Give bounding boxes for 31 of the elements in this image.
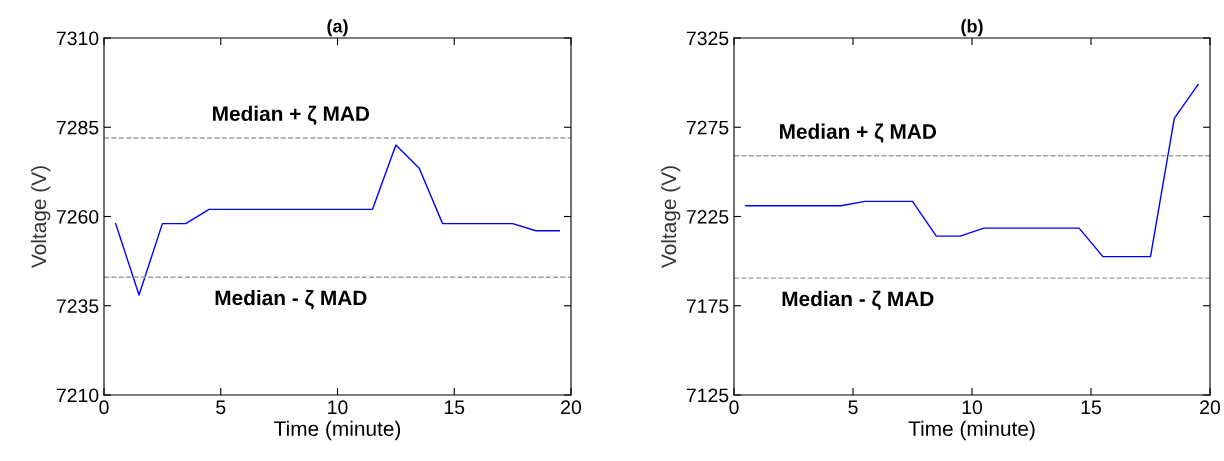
- x-tick-label: 10: [328, 400, 348, 415]
- y-tick-label: 7260: [56, 209, 99, 224]
- x-tick-label: 5: [216, 400, 226, 415]
- line-series: [745, 83, 1199, 258]
- x-tick-label: 0: [729, 400, 739, 415]
- y-tick-label: 7125: [686, 388, 729, 403]
- y-tick-label: 7310: [56, 31, 99, 46]
- ref-line-label: Median + ζ MAD: [213, 105, 370, 125]
- y-tick-label: 7235: [56, 299, 99, 313]
- ref-line-label: Median + ζ MAD: [779, 123, 937, 143]
- y-tick-label: 7275: [686, 120, 729, 135]
- x-axis-title: Time (minute): [274, 420, 401, 441]
- x-axis-title: Time (minute): [908, 420, 1035, 441]
- x-tick-label: 10: [962, 400, 983, 415]
- x-tick-label: 20: [561, 400, 582, 415]
- ref-line-label: Median - ζ MAD: [215, 289, 367, 310]
- x-tick-label: 15: [1081, 400, 1101, 415]
- y-tick-label: 7175: [686, 299, 729, 313]
- chart-title: (b): [961, 19, 983, 37]
- y-tick-label: 7325: [686, 31, 729, 46]
- y-axis-title: Voltage (V): [660, 166, 681, 268]
- y-tick-label: 7210: [56, 388, 99, 403]
- ref-line-label: Median - ζ MAD: [782, 290, 934, 311]
- x-tick-label: 0: [99, 400, 109, 415]
- y-tick-label: 7225: [686, 209, 729, 224]
- x-tick-label: 15: [444, 400, 465, 415]
- y-axis-title: Voltage (V): [30, 166, 51, 268]
- y-tick-label: 7285: [56, 120, 99, 135]
- x-tick-label: 5: [848, 400, 858, 415]
- chart-title: (a): [327, 19, 348, 37]
- x-tick-label: 20: [1200, 400, 1221, 415]
